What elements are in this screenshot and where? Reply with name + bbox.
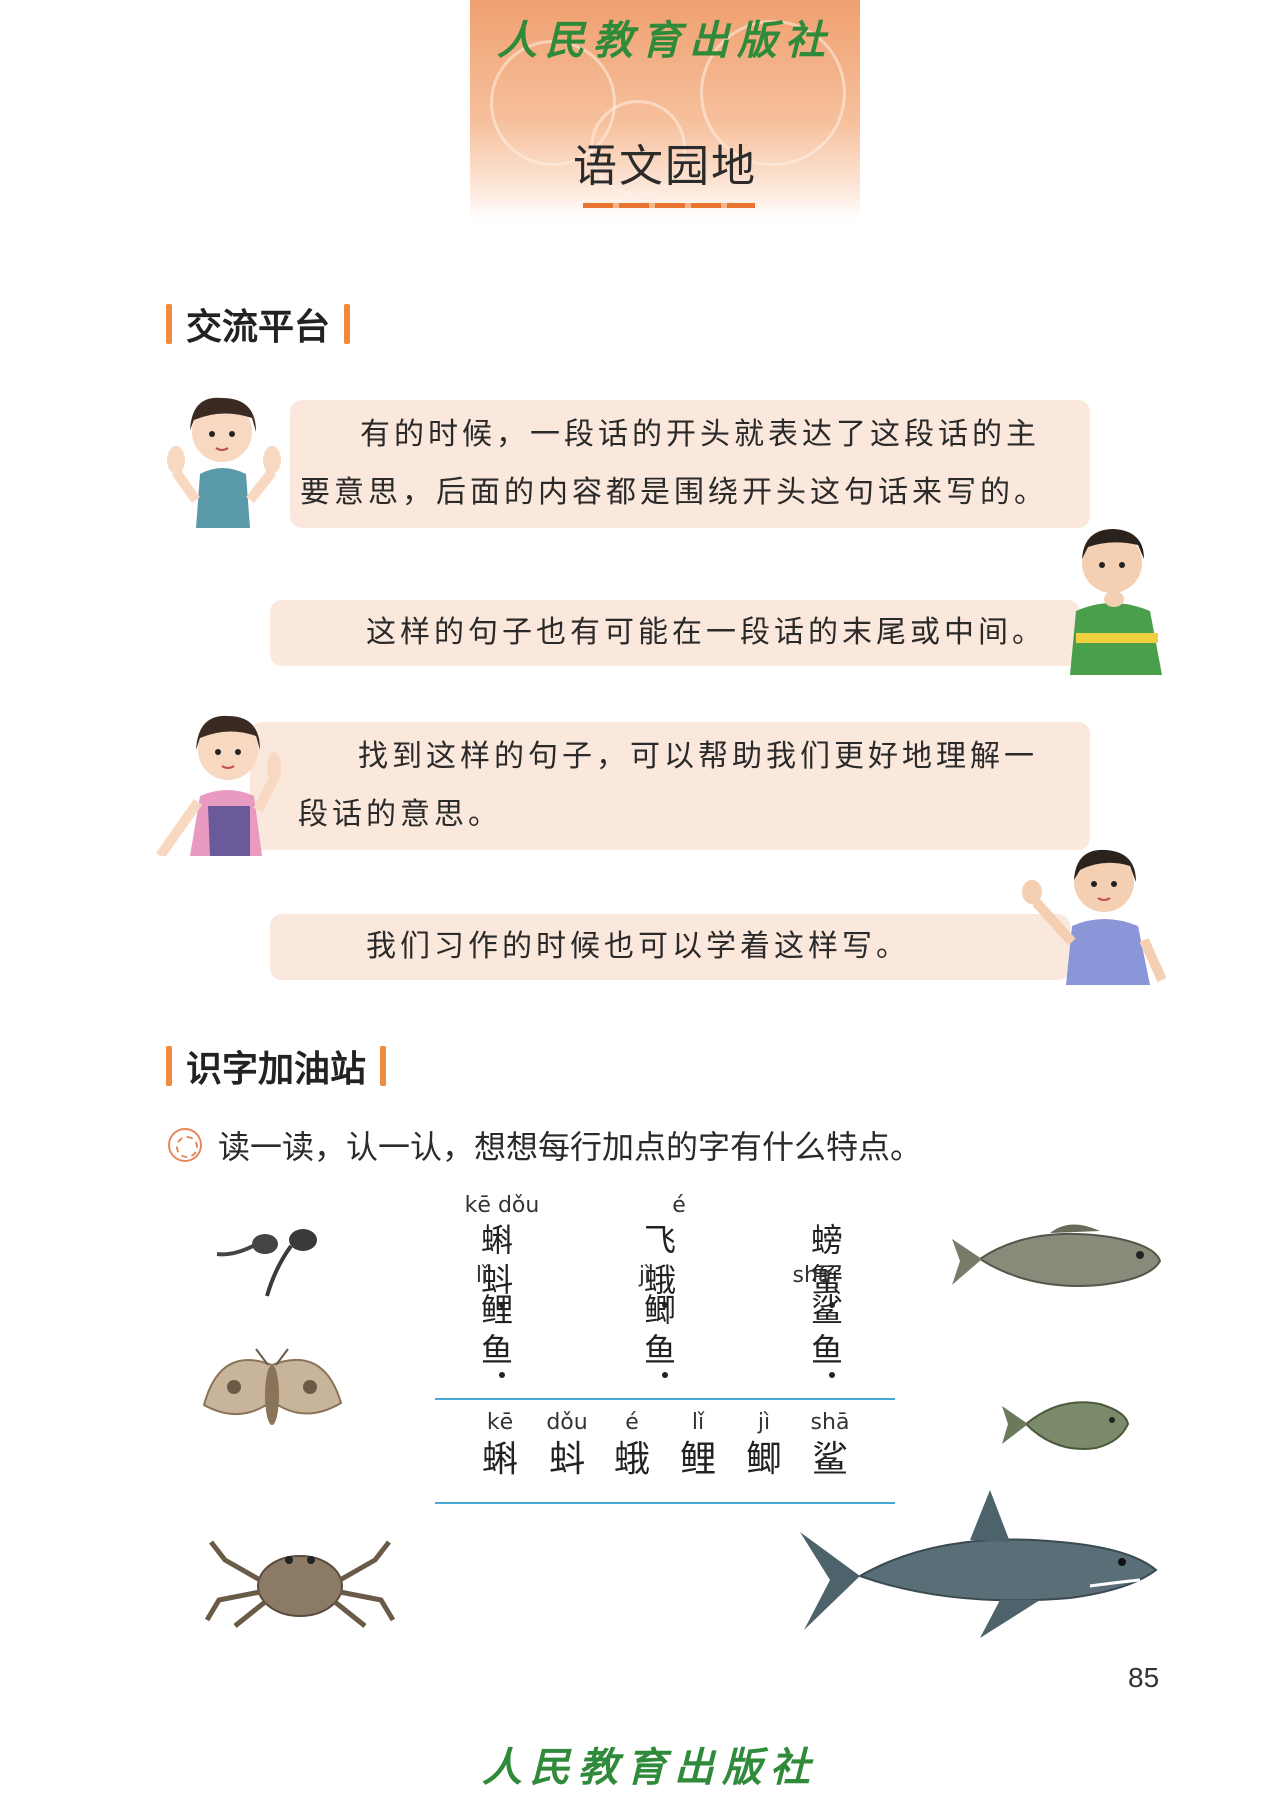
- summary-pinyin: é: [625, 1410, 639, 1435]
- page-number: 85: [1128, 1662, 1160, 1693]
- heading-bar-right: [344, 304, 351, 344]
- seal-icon: [168, 1128, 202, 1162]
- word-hanzi: 蝌蚪: [462, 1220, 542, 1308]
- summary-pinyin: lǐ: [691, 1410, 705, 1435]
- publisher-logo-top: 人民教育出版社: [497, 17, 833, 64]
- summary-hanzi: 鲨: [811, 1439, 848, 1480]
- summary-char: é 蛾: [602, 1410, 662, 1482]
- publisher-logo-bottom: 人民教育出版社: [482, 1744, 818, 1791]
- summary-hanzi: 鲤: [679, 1439, 716, 1480]
- summary-char: kē 蝌: [470, 1410, 530, 1482]
- word-liyu: lǐ 鲤鱼: [462, 1262, 542, 1378]
- section-heading-literacy: 识字加油站: [166, 1040, 387, 1092]
- crab-illustration: [205, 1540, 395, 1628]
- bubble-text-2: 这样的句子也有可能在一段话的末尾或中间。: [366, 615, 1046, 650]
- word-pinyin: shā: [792, 1263, 832, 1288]
- bubble-text-1: 有的时候，一段话的开头就表达了这段话的主要意思，后面的内容都是围绕开头这句话来写…: [300, 417, 1048, 510]
- summary-pinyin: shā: [810, 1410, 850, 1435]
- word-pangxie: 螃蟹: [792, 1192, 872, 1308]
- summary-hanzi: 蚪: [548, 1439, 585, 1480]
- summary-char: lǐ 鲤: [668, 1410, 728, 1482]
- summary-rule-top: [435, 1398, 895, 1400]
- section-title-exchange: 交流平台: [186, 307, 331, 348]
- banner-swirl: [490, 40, 616, 166]
- speech-bubble-2: 这样的句子也有可能在一段话的末尾或中间。: [270, 600, 1080, 666]
- summary-hanzi: 蛾: [613, 1439, 650, 1480]
- boy-thinking-illustration: [1070, 529, 1162, 675]
- summary-pinyin: kē: [486, 1410, 514, 1435]
- title-underline: [583, 203, 755, 208]
- word-hanzi: 鲤鱼: [462, 1290, 542, 1378]
- page-title: 语文园地: [573, 141, 757, 192]
- girl-pointing-illustration: [155, 715, 281, 856]
- word-jiyu: jì 鲫鱼: [625, 1262, 705, 1378]
- word-shayu: shā 鲨鱼: [792, 1262, 872, 1378]
- crucian-carp-illustration: [1002, 1401, 1130, 1450]
- summary-char: dǒu 蚪: [537, 1410, 597, 1482]
- word-pinyin: [792, 1192, 872, 1220]
- word-kedou: kē dǒu 蝌蚪: [462, 1192, 542, 1308]
- summary-hanzi: 鲫: [745, 1439, 782, 1480]
- word-pinyin: kē dǒu: [464, 1193, 540, 1218]
- word-hanzi: 飞蛾: [625, 1220, 705, 1308]
- word-feie: é 飞蛾: [625, 1192, 705, 1308]
- summary-pinyin: dǒu: [546, 1410, 588, 1435]
- heading-bar-left: [166, 304, 172, 344]
- girl-raising-hands-illustration: [167, 397, 281, 528]
- summary-pinyin: jì: [757, 1410, 771, 1435]
- section-heading-exchange: 交流平台: [166, 298, 351, 350]
- speech-bubble-4: 我们习作的时候也可以学着这样写。: [270, 914, 1070, 980]
- word-hanzi: 螃蟹: [792, 1220, 872, 1308]
- summary-char: shā 鲨: [800, 1410, 860, 1482]
- word-hanzi: 鲨鱼: [792, 1290, 872, 1378]
- heading-bar-left: [166, 1046, 172, 1086]
- summary-rule-bottom: [435, 1502, 895, 1504]
- speech-bubble-1: 有的时候，一段话的开头就表达了这段话的主要意思，后面的内容都是围绕开头这句话来写…: [290, 400, 1090, 528]
- carp-illustration: [952, 1224, 1162, 1287]
- word-pinyin: jì: [638, 1263, 652, 1288]
- shark-illustration: [800, 1490, 1158, 1638]
- instruction: 读一读，认一认，想想每行加点的字有什么特点。: [168, 1122, 922, 1168]
- word-hanzi: 鲫鱼: [625, 1290, 705, 1378]
- instruction-text: 读一读，认一认，想想每行加点的字有什么特点。: [218, 1128, 923, 1166]
- summary-char: jì 鲫: [734, 1410, 794, 1482]
- word-pinyin: lǐ: [475, 1263, 489, 1288]
- boy-waving-illustration: [1022, 849, 1166, 985]
- heading-bar-right: [380, 1046, 387, 1086]
- tadpole-illustration: [216, 1229, 317, 1297]
- banner-swirl: [700, 20, 846, 166]
- bubble-text-3: 找到这样的句子，可以帮助我们更好地理解一段话的意思。: [298, 739, 1038, 832]
- section-title-literacy: 识字加油站: [186, 1049, 367, 1090]
- word-pinyin: é: [672, 1193, 686, 1218]
- moth-illustration: [202, 1348, 343, 1425]
- header-banner: [470, 0, 860, 220]
- bubble-text-4: 我们习作的时候也可以学着这样写。: [366, 929, 910, 964]
- speech-bubble-3: 找到这样的句子，可以帮助我们更好地理解一段话的意思。: [250, 722, 1090, 850]
- banner-swirl: [590, 100, 686, 196]
- summary-hanzi: 蝌: [481, 1439, 518, 1480]
